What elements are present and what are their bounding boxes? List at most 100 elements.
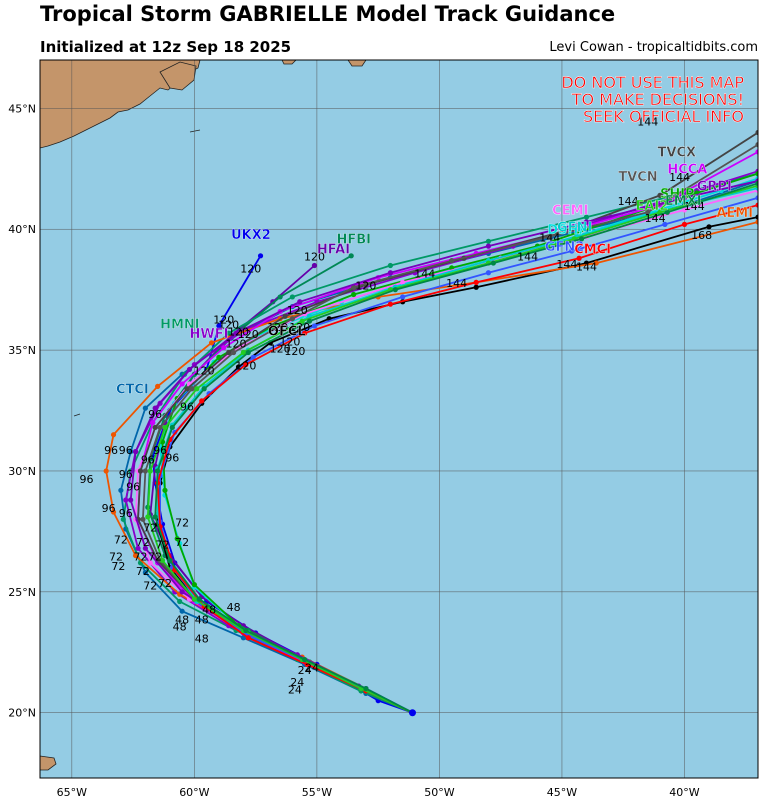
forecast-hour-label: 48 [195, 613, 209, 626]
track-point [662, 221, 668, 227]
track-point [351, 284, 357, 290]
lon-tick-label: 60°W [179, 786, 209, 799]
track-point [137, 468, 144, 474]
track-point [289, 316, 296, 322]
forecast-hour-label: 72 [136, 536, 150, 549]
forecast-hour-label: 144 [517, 251, 538, 264]
forecast-hour-label: 168 [691, 229, 712, 242]
forecast-hour-label: 72 [175, 536, 189, 549]
track-point [167, 557, 173, 564]
track-point [473, 284, 479, 290]
forecast-hour-label: 72 [111, 560, 125, 573]
forecast-hour-label: 120 [228, 326, 249, 339]
forecast-hour-label: 24 [288, 683, 302, 696]
lat-tick-label: 40°N [8, 223, 36, 236]
track-point [657, 192, 663, 198]
track-point [142, 545, 148, 551]
forecast-hour-label: 24 [298, 664, 312, 677]
model-label-gfni: GFNI [557, 221, 592, 236]
track-point [147, 560, 153, 566]
model-label-tvcx: TVCX [658, 146, 697, 161]
forecast-hour-label: 120 [270, 343, 291, 356]
track-point [243, 362, 249, 368]
track-point [645, 209, 651, 215]
track-point [120, 516, 126, 522]
model-label-emxi: EMXI [665, 194, 702, 209]
sable-land [347, 60, 367, 67]
forecast-hour-label: 144 [637, 115, 658, 128]
caribbean-land [40, 755, 57, 771]
forecast-hour-label: 120 [355, 280, 376, 293]
track-point [681, 195, 688, 201]
track-point [110, 432, 117, 438]
forecast-hour-label: 48 [195, 633, 209, 646]
track-point [128, 497, 134, 503]
track-point [132, 552, 139, 559]
track-point [179, 589, 185, 595]
initial-position-marker [408, 709, 416, 717]
track-point [128, 449, 134, 455]
forecast-hour-label: 48 [175, 613, 189, 626]
model-label-aemi: AEMI [716, 206, 753, 221]
lat-tick-label: 20°N [8, 707, 36, 720]
track-point [306, 318, 313, 324]
track-point [583, 214, 590, 220]
track-point [351, 291, 357, 298]
lon-tick-label: 45°W [547, 786, 577, 799]
track-point [132, 449, 139, 455]
track-point [142, 405, 148, 411]
track-point [302, 656, 308, 663]
forecast-hour-label: 48 [173, 621, 187, 634]
forecast-hour-label: 96 [102, 502, 116, 515]
track-point [152, 405, 158, 411]
forecast-hour-label: 144 [576, 260, 597, 273]
track-point [569, 248, 575, 254]
track-point [387, 270, 394, 276]
track-point [110, 509, 117, 515]
track-point [233, 330, 239, 336]
track-point [162, 424, 168, 431]
track-point [578, 236, 585, 242]
track-point [583, 219, 590, 225]
forecast-hour-label: 144 [618, 195, 639, 208]
track-point [152, 424, 158, 431]
track-point [216, 354, 222, 360]
track-point [226, 349, 232, 356]
track-point [449, 258, 455, 264]
init-subtitle: Initialized at 12z Sep 18 2025 [40, 38, 292, 56]
model-label-gfn2: GFN2 [545, 240, 584, 255]
track-point [755, 214, 758, 220]
warning-line-2: TO MAKE DECISIONS! [571, 90, 744, 109]
credit-text: Levi Cowan - tropicaltidbits.com [549, 40, 758, 55]
forecast-hour-label: 72 [148, 550, 162, 563]
track-point [152, 514, 158, 520]
lon-tick-label: 40°W [669, 786, 699, 799]
forecast-hour-label: 72 [143, 579, 157, 592]
track-point [118, 487, 124, 493]
model-label-tvcn: TVCN [618, 170, 657, 185]
track-point [208, 340, 215, 346]
lon-tick-label: 50°W [424, 786, 454, 799]
forecast-hour-label: 96 [119, 507, 133, 520]
forecast-hour-label: 144 [645, 212, 666, 225]
track-point [485, 243, 492, 249]
model-label-ctci: CTCI [116, 383, 149, 398]
model-label-eai2: EAI2 [635, 199, 668, 214]
ocean-background [40, 60, 758, 778]
forecast-hour-label: 120 [194, 364, 215, 377]
track-point [179, 381, 185, 387]
track-point [159, 557, 166, 564]
model-label-grpi: GRPI [697, 180, 732, 195]
track-point [226, 330, 232, 336]
forecast-hour-label: 24 [290, 676, 304, 689]
track-point [302, 330, 308, 336]
track-point [194, 386, 200, 392]
track-point [191, 596, 197, 602]
forecast-hour-label: 96 [80, 473, 94, 486]
track-point [593, 260, 599, 266]
model-label-hmni: HMNI [160, 317, 200, 332]
track-point [245, 635, 251, 641]
track-point [755, 180, 758, 186]
track-point [177, 598, 183, 605]
